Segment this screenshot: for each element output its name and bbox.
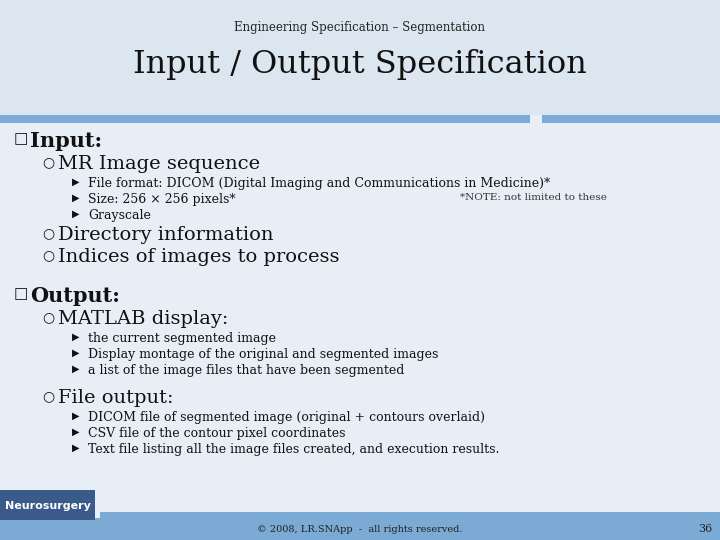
Text: ○: ○	[42, 310, 54, 324]
Text: ▶: ▶	[72, 193, 79, 203]
Text: Display montage of the original and segmented images: Display montage of the original and segm…	[88, 348, 438, 361]
Text: 36: 36	[698, 524, 712, 534]
Text: Neurosurgery: Neurosurgery	[4, 501, 91, 511]
Text: ▶: ▶	[72, 427, 79, 437]
Text: ○: ○	[42, 389, 54, 403]
FancyBboxPatch shape	[0, 490, 95, 520]
Text: ▶: ▶	[72, 177, 79, 187]
Text: *NOTE: not limited to these: *NOTE: not limited to these	[460, 193, 607, 202]
Text: ▶: ▶	[72, 364, 79, 374]
Text: File output:: File output:	[58, 389, 174, 407]
Text: Input / Output Specification: Input / Output Specification	[133, 50, 587, 80]
Text: ○: ○	[42, 226, 54, 240]
Text: CSV file of the contour pixel coordinates: CSV file of the contour pixel coordinate…	[88, 427, 346, 440]
Text: □: □	[14, 286, 28, 301]
Text: Indices of images to process: Indices of images to process	[58, 248, 340, 266]
FancyBboxPatch shape	[100, 512, 720, 518]
Text: © 2008, LR.SNApp  -  all rights reserved.: © 2008, LR.SNApp - all rights reserved.	[257, 524, 463, 534]
Text: DICOM file of segmented image (original + contours overlaid): DICOM file of segmented image (original …	[88, 411, 485, 424]
Text: ○: ○	[42, 155, 54, 169]
FancyBboxPatch shape	[0, 115, 530, 123]
FancyBboxPatch shape	[542, 115, 720, 123]
Text: Size: 256 × 256 pixels*: Size: 256 × 256 pixels*	[88, 193, 235, 206]
Text: Output:: Output:	[30, 286, 120, 306]
Text: MR Image sequence: MR Image sequence	[58, 155, 260, 173]
Text: ▶: ▶	[72, 209, 79, 219]
Text: ▶: ▶	[72, 443, 79, 453]
FancyBboxPatch shape	[0, 518, 720, 540]
Text: ○: ○	[42, 248, 54, 262]
Text: Text file listing all the image files created, and execution results.: Text file listing all the image files cr…	[88, 443, 500, 456]
FancyBboxPatch shape	[530, 115, 542, 123]
Text: ▶: ▶	[72, 348, 79, 358]
Text: Directory information: Directory information	[58, 226, 274, 244]
FancyBboxPatch shape	[0, 0, 720, 115]
Text: ▶: ▶	[72, 332, 79, 342]
Text: the current segmented image: the current segmented image	[88, 332, 276, 345]
Text: ▶: ▶	[72, 411, 79, 421]
Text: □: □	[14, 131, 28, 146]
Text: Input:: Input:	[30, 131, 102, 151]
Text: File format: DICOM (Digital Imaging and Communications in Medicine)*: File format: DICOM (Digital Imaging and …	[88, 177, 550, 190]
Text: Engineering Specification – Segmentation: Engineering Specification – Segmentation	[235, 22, 485, 35]
Text: Grayscale: Grayscale	[88, 209, 151, 222]
Text: MATLAB display:: MATLAB display:	[58, 310, 228, 328]
Text: a list of the image files that have been segmented: a list of the image files that have been…	[88, 364, 405, 377]
